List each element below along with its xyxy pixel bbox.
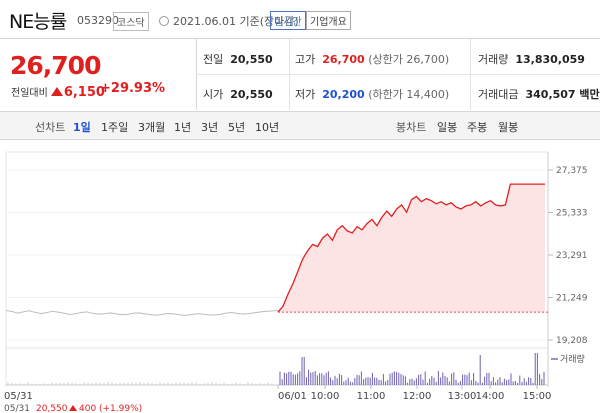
change-value: 6,150 xyxy=(63,85,105,100)
amount: 거래대금 340,507 백만 xyxy=(478,86,600,102)
open-value: 20,550 xyxy=(230,88,273,101)
x-tick-label: 15:00 xyxy=(523,391,552,402)
open-label: 시가 xyxy=(203,88,224,101)
change-block: 전일대비 6,150 xyxy=(11,84,105,100)
price-line xyxy=(277,183,545,313)
period-1w[interactable]: 1주일 xyxy=(101,121,129,134)
y-tick-label: 19,208 xyxy=(556,336,588,346)
candle-day[interactable]: 일봉 xyxy=(437,121,458,134)
amount-label: 거래대금 xyxy=(478,88,519,101)
price-area-fill xyxy=(278,184,545,313)
y-tick-label: 27,375 xyxy=(556,166,588,176)
footer-price: 20,550 xyxy=(36,404,68,413)
low-note: (하한가 14,400) xyxy=(368,88,450,101)
y-tick-label: 23,291 xyxy=(556,251,588,261)
footer-up-icon xyxy=(69,405,77,411)
volume-value: 13,830,059 xyxy=(515,53,585,66)
market-badge: 코스닥 xyxy=(113,12,149,31)
volume: 거래량 13,830,059 xyxy=(478,51,585,67)
footer-change: 400 xyxy=(79,404,96,413)
period-10y[interactable]: 10년 xyxy=(255,121,280,134)
high-label: 고가 xyxy=(295,53,316,66)
prev-label: 전일 xyxy=(203,53,224,66)
candle-week[interactable]: 주봉 xyxy=(467,121,488,134)
realtime-button[interactable]: 실시간 xyxy=(270,11,306,30)
header: NE능률 053290 코스닥 2021.06.01 기준(장마감) 실시간 기… xyxy=(0,0,600,39)
x-tick-label: 11:00 xyxy=(357,391,386,402)
x-tick-label: 05/31 xyxy=(4,391,33,402)
candle-chart-label: 봉차트 xyxy=(396,121,427,134)
period-3m[interactable]: 3개월 xyxy=(138,121,166,134)
low-label: 저가 xyxy=(295,88,316,101)
period-1d[interactable]: 1일 xyxy=(73,121,91,134)
period-1y[interactable]: 1년 xyxy=(174,121,192,134)
period-3y[interactable]: 3년 xyxy=(201,121,219,134)
stat-hdivider xyxy=(196,74,600,75)
open-price: 시가 20,550 xyxy=(203,86,273,102)
change-percent: +29.93% xyxy=(100,81,166,96)
date-text: 2021.06.01 기준(장마감) xyxy=(173,15,299,28)
y-tick-label: 21,249 xyxy=(556,294,588,304)
x-tick-label: 14:00 xyxy=(476,391,505,402)
line-chart-label: 선차트 xyxy=(35,121,66,134)
change-label: 전일대비 xyxy=(11,88,48,99)
prev-value: 20,550 xyxy=(230,53,273,66)
high-price: 고가 26,700 (상한가 26,700) xyxy=(295,51,449,67)
volume-label: 거래량 xyxy=(560,353,585,365)
footer-pct: (+1.99%) xyxy=(99,404,142,413)
chart-toolbar: 선차트 1일 1주일 3개월 1년 3년 5년 10년 봉차트 일봉 주봉 월봉 xyxy=(0,111,600,140)
high-value: 26,700 xyxy=(322,53,365,66)
clock-icon xyxy=(159,16,169,26)
x-tick-label: 10:00 xyxy=(311,391,340,402)
x-tick-label: 13:00 xyxy=(448,391,477,402)
x-tick-label: 12:00 xyxy=(403,391,432,402)
date-label: 2021.06.01 기준(장마감) xyxy=(159,13,299,29)
low-value: 20,200 xyxy=(322,88,365,101)
volume-label: 거래량 xyxy=(478,53,509,66)
footer-date: 05/31 xyxy=(4,404,30,413)
y-tick-label: 25,333 xyxy=(556,209,588,219)
low-price: 저가 20,200 (하한가 14,400) xyxy=(295,86,449,102)
up-arrow-icon xyxy=(50,87,63,96)
period-5y[interactable]: 5년 xyxy=(228,121,246,134)
company-info-button[interactable]: 기업개요 xyxy=(306,11,351,30)
stock-code: 053290 xyxy=(77,14,119,27)
candle-month[interactable]: 월봉 xyxy=(498,121,519,134)
prev-close: 전일 20,550 xyxy=(203,51,273,67)
current-price: 26,700 xyxy=(10,51,101,80)
x-tick-label: 06/01 xyxy=(278,391,307,402)
prev-day-line xyxy=(5,309,279,316)
amount-value: 340,507 백만 xyxy=(525,88,600,101)
high-note: (상한가 26,700) xyxy=(368,53,450,66)
price-box: 26,700 전일대비 6,150 +29.93% xyxy=(0,39,197,110)
stock-name: NE능률 xyxy=(9,11,67,33)
